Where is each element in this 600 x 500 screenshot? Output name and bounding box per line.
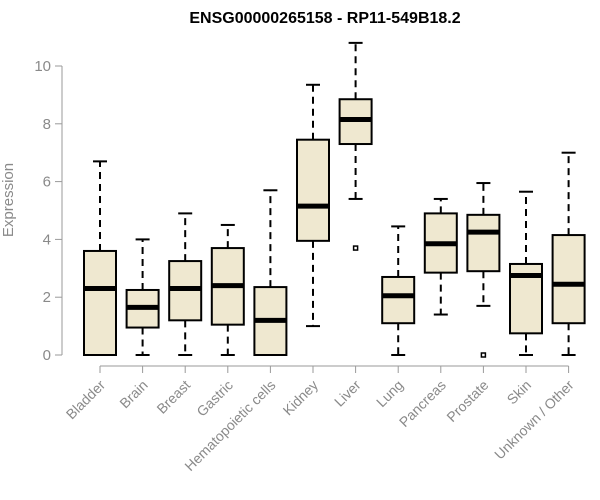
- x-tick-label: Breast: [153, 377, 193, 417]
- iqr-box: [551, 234, 586, 325]
- x-tick-label: Pancreas: [396, 377, 449, 430]
- x-tick-label: Lung: [373, 377, 406, 410]
- x-tick-label: Skin: [504, 377, 535, 408]
- x-tick-label: Prostate: [443, 377, 491, 425]
- box-gastric: [210, 223, 245, 356]
- box-unknown-other: [551, 151, 586, 356]
- x-tick-label: Liver: [331, 377, 364, 410]
- y-axis-label: Expression: [0, 163, 17, 237]
- iqr-box: [466, 213, 501, 273]
- box-liver: [338, 41, 373, 251]
- box-breast: [168, 212, 203, 356]
- y-tick-label: 8: [43, 116, 51, 133]
- iqr-box: [381, 275, 416, 325]
- y-tick-label: 4: [43, 231, 51, 248]
- boxes-group: [83, 41, 586, 358]
- y-tick-label: 10: [34, 58, 51, 75]
- chart-title: ENSG00000265158 - RP11-549B18.2: [189, 10, 460, 27]
- y-tick-label: 2: [43, 289, 51, 306]
- x-tick-label: Gastric: [193, 377, 236, 420]
- iqr-box: [83, 249, 117, 357]
- x-tick-label: Kidney: [280, 377, 322, 419]
- box-lung: [381, 225, 416, 356]
- y-tick-label: 0: [43, 347, 51, 364]
- box-prostate: [466, 182, 501, 358]
- outlier-point: [480, 352, 487, 358]
- x-tick-label: Unknown / Other: [491, 377, 577, 463]
- box-skin: [509, 190, 543, 356]
- outlier-point: [352, 245, 359, 251]
- box-kidney: [296, 83, 330, 328]
- x-tick-label: Brain: [116, 377, 150, 411]
- y-axis: 0 2 4 6 8 10: [34, 58, 63, 364]
- x-tick-label: Bladder: [63, 377, 109, 423]
- box-pancreas: [423, 197, 458, 316]
- box-bladder: [83, 160, 117, 357]
- box-hematopoietic-cells: [253, 189, 288, 356]
- iqr-box: [296, 138, 330, 242]
- y-tick-label: 6: [43, 174, 51, 191]
- box-brain: [125, 238, 160, 356]
